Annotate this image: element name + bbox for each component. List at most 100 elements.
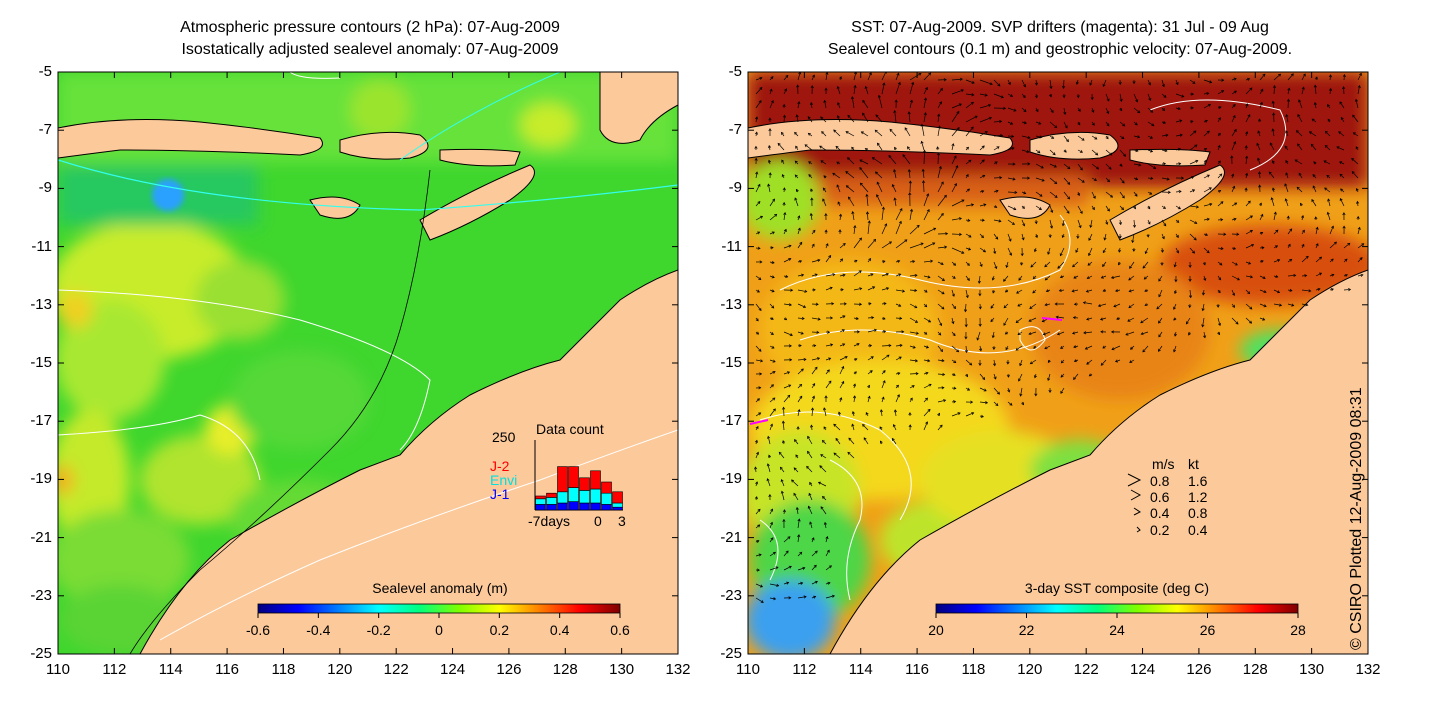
velocity-vector-head bbox=[1245, 103, 1249, 107]
right-y-tick-label: -13 bbox=[720, 295, 742, 313]
velocity-vector-head bbox=[770, 100, 774, 104]
velocity-vector-head bbox=[798, 344, 802, 348]
velocity-vector bbox=[852, 211, 855, 221]
velocity-vector bbox=[1189, 289, 1192, 298]
speed-legend-ms-header: m/s bbox=[1152, 456, 1175, 472]
velocity-vector-head bbox=[759, 76, 763, 80]
velocity-vector-head bbox=[770, 537, 774, 541]
velocity-vector-head bbox=[897, 259, 901, 263]
velocity-vector-head bbox=[758, 412, 762, 416]
velocity-vector bbox=[1286, 114, 1289, 123]
velocity-vector-head bbox=[1218, 277, 1222, 281]
velocity-vector-head bbox=[754, 157, 758, 161]
left-x-tick-label: 114 bbox=[158, 661, 183, 678]
velocity-vector bbox=[1049, 149, 1056, 156]
histogram-bar-envi bbox=[612, 502, 623, 508]
velocity-vector bbox=[1186, 317, 1191, 325]
velocity-vector-head bbox=[1006, 361, 1010, 365]
velocity-vector-head bbox=[994, 205, 998, 208]
velocity-vector bbox=[806, 466, 813, 473]
velocity-vector-head bbox=[1003, 305, 1007, 309]
velocity-vector-head bbox=[769, 88, 773, 92]
histogram-bar-envi bbox=[535, 498, 546, 505]
velocity-vector-head bbox=[1162, 206, 1166, 209]
velocity-vector-head bbox=[755, 481, 759, 485]
velocity-vector-head bbox=[1203, 335, 1207, 339]
velocity-vector bbox=[979, 174, 985, 179]
velocity-vector-head bbox=[944, 245, 948, 249]
velocity-vector-head bbox=[991, 277, 995, 281]
velocity-vector bbox=[1217, 201, 1224, 207]
velocity-vector bbox=[979, 261, 983, 267]
velocity-vector bbox=[1298, 99, 1303, 109]
velocity-vector bbox=[1147, 163, 1156, 169]
velocity-vector-head bbox=[852, 395, 857, 399]
velocity-vector-head bbox=[802, 566, 806, 570]
velocity-vector bbox=[965, 126, 974, 137]
velocity-vector-head bbox=[951, 143, 955, 147]
velocity-vector bbox=[782, 421, 785, 431]
velocity-vector-head bbox=[1033, 249, 1037, 253]
velocity-vector-head bbox=[907, 168, 911, 173]
velocity-vector bbox=[811, 244, 815, 249]
velocity-vector-head bbox=[1217, 160, 1221, 164]
velocity-vector bbox=[755, 184, 761, 193]
velocity-vector bbox=[1161, 219, 1167, 227]
velocity-vector bbox=[894, 197, 897, 207]
velocity-vector-head bbox=[978, 293, 982, 297]
velocity-vector-head bbox=[992, 346, 996, 351]
velocity-vector bbox=[993, 387, 1000, 395]
velocity-vector-head bbox=[795, 145, 799, 149]
velocity-vector-head bbox=[812, 229, 816, 233]
velocity-vector-head bbox=[1285, 172, 1289, 176]
velocity-vector-head bbox=[1153, 166, 1157, 169]
right-y-tick-label: -19 bbox=[720, 470, 742, 488]
velocity-vector-head bbox=[1076, 95, 1080, 99]
velocity-vector bbox=[993, 93, 1004, 98]
velocity-vector-head bbox=[970, 126, 974, 130]
velocity-vector bbox=[797, 582, 803, 585]
velocity-vector-head bbox=[1121, 180, 1125, 184]
velocity-vector-head bbox=[824, 87, 828, 91]
velocity-vector-head bbox=[814, 580, 818, 584]
velocity-vector-head bbox=[943, 78, 947, 82]
velocity-vector-head bbox=[817, 317, 821, 321]
velocity-vector bbox=[1035, 191, 1043, 197]
velocity-vector bbox=[1105, 93, 1110, 102]
velocity-vector bbox=[797, 596, 807, 599]
velocity-vector-head bbox=[1188, 305, 1192, 309]
velocity-vector bbox=[965, 115, 978, 123]
velocity-vector bbox=[845, 131, 855, 137]
velocity-vector bbox=[811, 259, 820, 263]
velocity-vector bbox=[797, 317, 805, 320]
velocity-vector-head bbox=[819, 145, 823, 149]
velocity-vector bbox=[979, 79, 993, 85]
velocity-vector-head bbox=[978, 363, 982, 367]
velocity-vector-head bbox=[1247, 200, 1251, 204]
velocity-vector bbox=[1021, 107, 1027, 112]
velocity-vector-head bbox=[966, 188, 970, 192]
svp-drifter-track bbox=[749, 419, 769, 425]
velocity-vector-head bbox=[1206, 174, 1210, 178]
velocity-vector bbox=[1324, 187, 1331, 193]
velocity-vector-head bbox=[800, 581, 804, 585]
velocity-vector-head bbox=[854, 259, 858, 263]
left-x-tick-label: 124 bbox=[440, 661, 466, 678]
velocity-vector bbox=[1158, 345, 1163, 352]
velocity-vector-head bbox=[832, 273, 836, 277]
velocity-vector-head bbox=[812, 74, 815, 78]
velocity-vector bbox=[811, 74, 815, 81]
right-colorbar-tick-label: 20 bbox=[928, 622, 944, 638]
velocity-vector bbox=[923, 317, 931, 323]
velocity-vector-head bbox=[809, 102, 814, 106]
velocity-vector-head bbox=[1060, 390, 1064, 394]
velocity-vector-head bbox=[1233, 77, 1237, 81]
right-x-tick-label: 126 bbox=[1186, 661, 1212, 678]
left-x-tick-label: 132 bbox=[665, 661, 691, 678]
velocity-vector bbox=[881, 380, 886, 389]
velocity-vector bbox=[797, 395, 803, 403]
velocity-vector-head bbox=[1062, 85, 1066, 89]
velocity-vector-head bbox=[879, 409, 884, 413]
velocity-vector bbox=[835, 146, 841, 151]
velocity-vector bbox=[1147, 121, 1155, 127]
